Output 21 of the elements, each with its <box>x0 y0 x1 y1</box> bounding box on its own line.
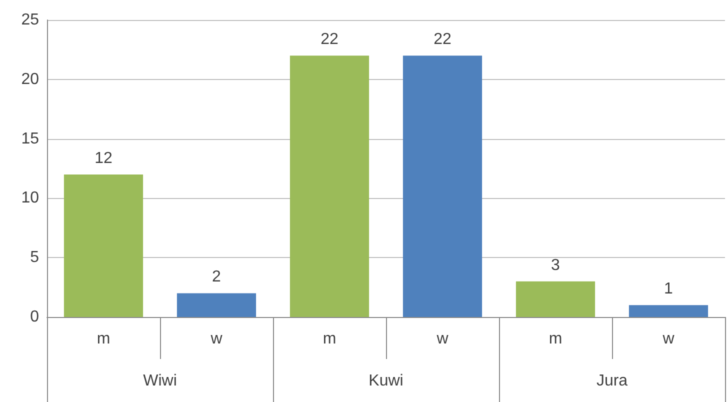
y-tick-label: 15 <box>21 130 40 148</box>
text: Kuwi <box>368 372 404 390</box>
x-tick-label: m <box>322 330 336 348</box>
y-tick-label: 25 <box>21 12 40 28</box>
data-label: 3 <box>551 256 560 274</box>
data-label: 1 <box>664 280 674 298</box>
data-label: 2 <box>212 268 222 286</box>
x-tick-label: m <box>548 330 562 348</box>
text: Wiwi <box>143 372 177 390</box>
text: Jura <box>596 372 628 390</box>
data-label: 22 <box>320 31 338 48</box>
x-tick-label: w <box>662 330 675 348</box>
y-tick-label: 5 <box>30 249 40 266</box>
y-tick-label: 10 <box>21 190 40 207</box>
x-tick-label: m <box>96 330 110 348</box>
x-tick-label: w <box>210 330 223 348</box>
y-tick-label: 20 <box>21 70 40 88</box>
data-label: 22 <box>434 31 452 48</box>
data-label: 12 <box>94 150 112 167</box>
y-tick-label: 0 <box>30 308 40 326</box>
x-tick-label: w <box>436 330 449 348</box>
